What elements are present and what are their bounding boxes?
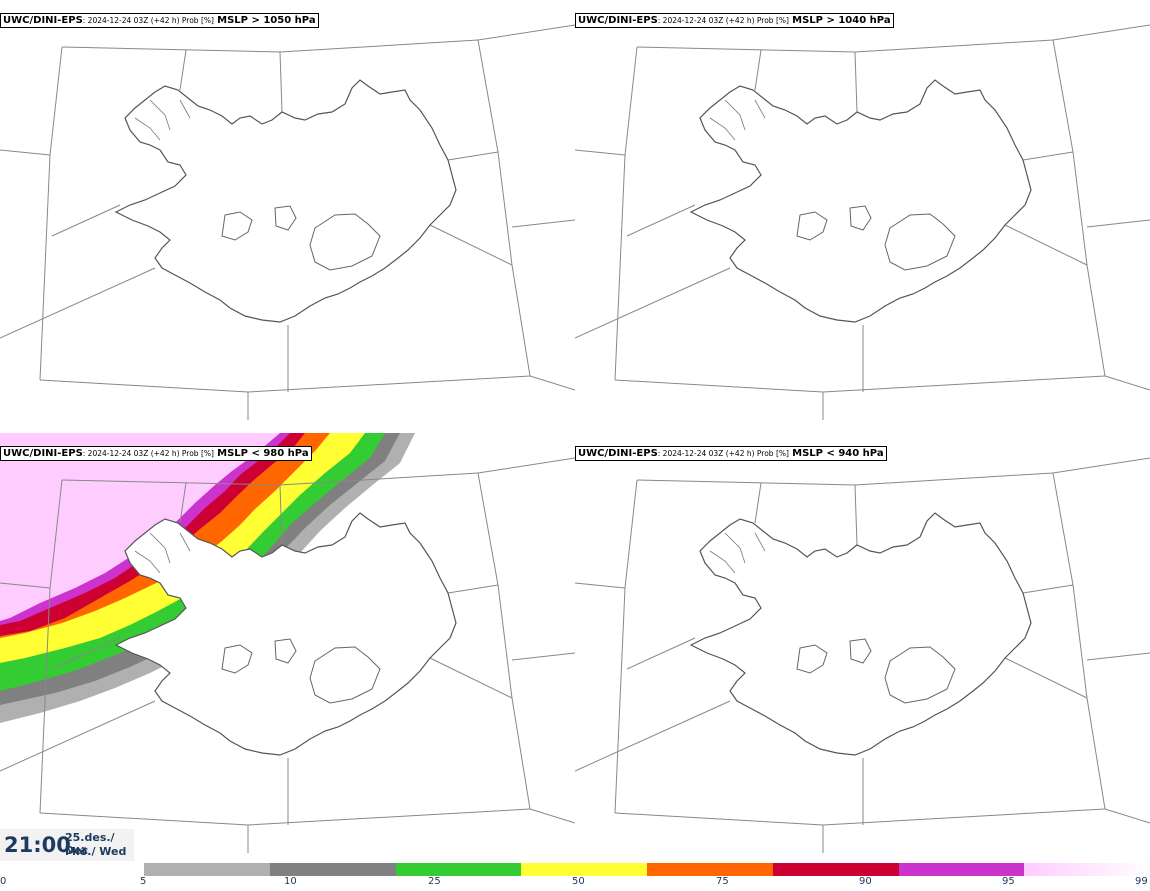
map-panel-980: UWC/DINI-EPS: 2024-12-24 03Z (+42 h) Pro… bbox=[0, 433, 575, 853]
run-info: : 2024-12-24 03Z (+42 h) Prob [%] bbox=[657, 16, 789, 25]
model-name: UWC/DINI-EPS bbox=[578, 15, 658, 26]
map-canvas bbox=[0, 433, 575, 853]
valid-time-box: 21:00 25.des./ Dec Mið./ Wed bbox=[0, 829, 134, 861]
legend-tick-label: 75 bbox=[716, 876, 729, 887]
threshold-label: MSLP > 1050 hPa bbox=[217, 15, 316, 26]
model-name: UWC/DINI-EPS bbox=[578, 448, 658, 459]
legend-tick-label: 50 bbox=[572, 876, 585, 887]
run-info: : 2024-12-24 03Z (+42 h) Prob [%] bbox=[82, 16, 214, 25]
legend-tick-label: 10 bbox=[284, 876, 297, 887]
map-canvas bbox=[575, 457, 1150, 853]
map-panel-1050: UWC/DINI-EPS: 2024-12-24 03Z (+42 h) Pro… bbox=[0, 0, 575, 420]
map-panel-1040: UWC/DINI-EPS: 2024-12-24 03Z (+42 h) Pro… bbox=[575, 0, 1150, 420]
legend-swatch bbox=[395, 863, 522, 876]
legend-tick-label: 5 bbox=[140, 876, 147, 887]
threshold-label: MSLP < 980 hPa bbox=[217, 448, 309, 459]
valid-weekday: Mið./ Wed bbox=[65, 845, 127, 858]
legend-swatch bbox=[144, 863, 270, 876]
map-canvas bbox=[0, 24, 575, 420]
model-name: UWC/DINI-EPS bbox=[3, 15, 83, 26]
panel-title: UWC/DINI-EPS: 2024-12-24 03Z (+42 h) Pro… bbox=[0, 13, 319, 28]
run-info: : 2024-12-24 03Z (+42 h) Prob [%] bbox=[82, 449, 214, 458]
valid-date: 25.des./ Dec bbox=[65, 831, 115, 857]
panel-title: UWC/DINI-EPS: 2024-12-24 03Z (+42 h) Pro… bbox=[575, 13, 894, 28]
panel-title: UWC/DINI-EPS: 2024-12-24 03Z (+42 h) Pro… bbox=[0, 446, 312, 461]
legend-tick-label: 90 bbox=[859, 876, 872, 887]
panel-title: UWC/DINI-EPS: 2024-12-24 03Z (+42 h) Pro… bbox=[575, 446, 887, 461]
legend-tick-label: 99 bbox=[1135, 876, 1148, 887]
color-legend bbox=[144, 863, 1150, 876]
legend-swatch bbox=[772, 863, 899, 876]
threshold-label: MSLP > 1040 hPa bbox=[792, 15, 891, 26]
map-panel-940: UWC/DINI-EPS: 2024-12-24 03Z (+42 h) Pro… bbox=[575, 433, 1150, 853]
legend-tick-label: 0 bbox=[0, 876, 7, 887]
legend-tick-label: 95 bbox=[1002, 876, 1015, 887]
model-name: UWC/DINI-EPS bbox=[3, 448, 83, 459]
legend-swatch bbox=[647, 863, 773, 876]
map-canvas bbox=[575, 24, 1150, 420]
legend-swatch bbox=[521, 863, 647, 876]
valid-time: 21:00 bbox=[4, 833, 71, 857]
legend-swatch bbox=[898, 863, 1025, 876]
legend-tick-label: 25 bbox=[428, 876, 441, 887]
legend-swatch bbox=[269, 863, 396, 876]
legend-swatch bbox=[1024, 863, 1150, 876]
threshold-label: MSLP < 940 hPa bbox=[792, 448, 884, 459]
run-info: : 2024-12-24 03Z (+42 h) Prob [%] bbox=[657, 449, 789, 458]
